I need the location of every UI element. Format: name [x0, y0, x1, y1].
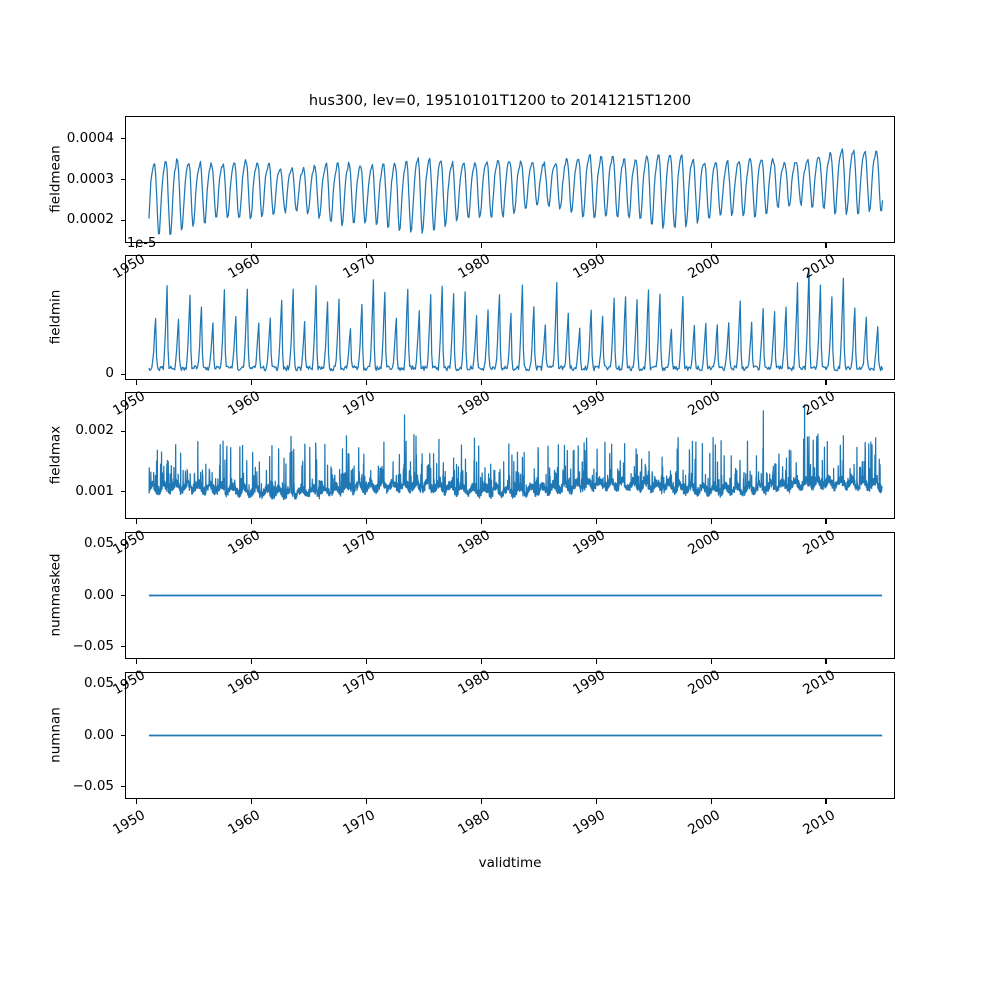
x-tick-mark	[595, 380, 597, 385]
x-tick-mark	[250, 799, 252, 804]
y-tick-mark	[120, 646, 125, 648]
x-tick-mark	[365, 380, 367, 385]
y-tick-label: 0.0004	[66, 129, 114, 146]
x-tick-mark	[365, 659, 367, 664]
x-tick-mark	[595, 519, 597, 524]
x-tick-mark	[250, 519, 252, 524]
plot-area-numnan	[148, 734, 883, 737]
x-tick-mark	[710, 659, 712, 664]
subplot-fieldmax	[125, 392, 895, 519]
x-tick-mark	[135, 380, 138, 385]
y-tick-label: −0.05	[72, 777, 114, 794]
x-tick-mark	[480, 380, 482, 385]
subplot-nummasked	[125, 532, 895, 659]
y-tick-label: 0.00	[83, 586, 114, 603]
x-tick-mark	[480, 659, 482, 664]
x-tick-mark	[480, 243, 482, 248]
x-tick-mark	[365, 799, 367, 804]
x-tick-mark	[365, 519, 367, 524]
y-tick-mark	[120, 178, 125, 181]
y-tick-label: 0.05	[83, 675, 114, 692]
series-line-fieldmin	[148, 267, 884, 372]
x-tick-mark	[710, 380, 712, 385]
x-tick-mark	[825, 243, 827, 248]
y-tick-mark	[120, 683, 125, 685]
y-tick-label: 0	[105, 365, 114, 382]
y-tick-mark	[120, 373, 125, 375]
y-tick-label: 0.05	[83, 535, 114, 552]
x-tick-mark	[595, 659, 597, 664]
plot-area-fieldmax	[148, 404, 883, 501]
y-tick-mark	[120, 137, 125, 140]
series-line-fieldmax	[148, 404, 883, 501]
y-tick-mark	[120, 543, 125, 545]
x-tick-mark	[135, 519, 138, 524]
y-tick-label: 0.001	[75, 482, 114, 499]
x-tick-label: 1970	[340, 807, 379, 839]
subplot-fieldmean	[125, 116, 895, 243]
y-tick-label: 0.002	[75, 422, 114, 439]
x-tick-mark	[825, 380, 827, 385]
x-tick-mark	[710, 799, 712, 804]
y-tick-mark	[120, 786, 125, 788]
x-tick-mark	[135, 243, 138, 248]
x-tick-mark	[825, 799, 827, 804]
series-line-fieldmean	[148, 148, 884, 236]
y-tick-label: −0.05	[72, 637, 114, 654]
x-tick-mark	[825, 659, 827, 664]
x-axis-label: validtime	[478, 855, 542, 871]
x-tick-label: 2010	[800, 807, 839, 839]
x-tick-mark	[710, 243, 712, 248]
y-tick-mark	[120, 734, 125, 737]
x-tick-mark	[135, 659, 138, 664]
x-tick-label: 2000	[685, 807, 724, 839]
y-tick-label: 0.0002	[66, 211, 114, 228]
plot-area-fieldmin	[148, 267, 884, 372]
y-tick-mark	[120, 594, 125, 597]
x-tick-label: 1960	[225, 807, 264, 839]
x-tick-mark	[250, 243, 252, 248]
y-tick-label: 0.0003	[66, 170, 114, 187]
x-tick-mark	[250, 659, 252, 664]
y-tick-mark	[120, 219, 125, 221]
x-tick-mark	[250, 380, 252, 385]
y-tick-mark	[120, 491, 125, 493]
x-tick-mark	[825, 519, 827, 524]
x-tick-mark	[480, 799, 482, 804]
x-tick-label: 1950	[110, 807, 149, 839]
y-tick-mark	[120, 430, 125, 432]
subplot-fieldmin	[125, 255, 895, 380]
x-tick-label: 1990	[570, 807, 609, 839]
figure-title: hus300, lev=0, 19510101T1200 to 20141215…	[308, 93, 692, 109]
x-tick-mark	[710, 519, 712, 524]
y-axis-offset-text: 1e-5	[127, 236, 157, 251]
x-tick-mark	[595, 799, 597, 804]
x-tick-mark	[480, 519, 482, 524]
plot-area-fieldmean	[148, 148, 884, 236]
x-tick-mark	[595, 243, 597, 248]
y-tick-label: 0.00	[83, 726, 114, 743]
x-tick-label: 1980	[455, 807, 494, 839]
x-tick-mark	[135, 799, 138, 804]
subplot-numnan	[125, 672, 895, 799]
plot-area-nummasked	[148, 594, 883, 597]
y-axis-label-numnan: numnan	[47, 706, 63, 763]
x-tick-mark	[365, 243, 367, 248]
